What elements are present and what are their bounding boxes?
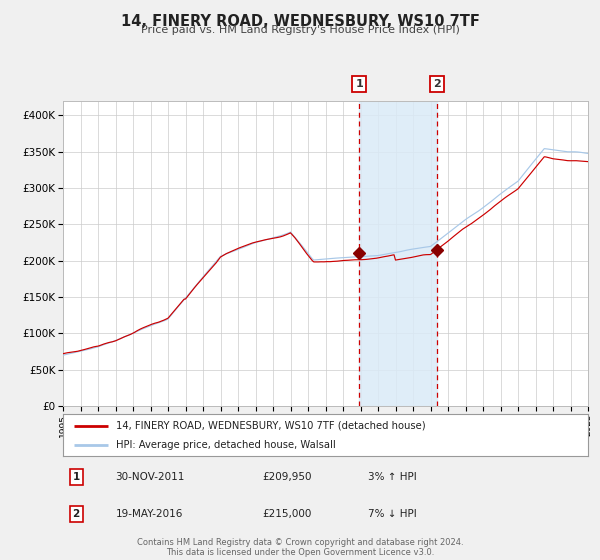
Text: 3% ↑ HPI: 3% ↑ HPI	[367, 472, 416, 482]
Text: £215,000: £215,000	[263, 509, 312, 519]
Text: 1: 1	[73, 472, 80, 482]
Text: HPI: Average price, detached house, Walsall: HPI: Average price, detached house, Wals…	[115, 440, 335, 450]
Text: 2: 2	[73, 509, 80, 519]
Text: 19-MAY-2016: 19-MAY-2016	[115, 509, 183, 519]
Text: £209,950: £209,950	[263, 472, 312, 482]
Bar	[359, 101, 437, 406]
Text: 7% ↓ HPI: 7% ↓ HPI	[367, 509, 416, 519]
Text: 14, FINERY ROAD, WEDNESBURY, WS10 7TF (detached house): 14, FINERY ROAD, WEDNESBURY, WS10 7TF (d…	[115, 421, 425, 431]
Text: 30-NOV-2011: 30-NOV-2011	[115, 472, 185, 482]
Text: 2: 2	[433, 79, 441, 89]
Text: 1: 1	[355, 79, 363, 89]
Text: 14, FINERY ROAD, WEDNESBURY, WS10 7TF: 14, FINERY ROAD, WEDNESBURY, WS10 7TF	[121, 14, 479, 29]
Text: This data is licensed under the Open Government Licence v3.0.: This data is licensed under the Open Gov…	[166, 548, 434, 557]
Text: Contains HM Land Registry data © Crown copyright and database right 2024.: Contains HM Land Registry data © Crown c…	[137, 538, 463, 547]
Text: Price paid vs. HM Land Registry's House Price Index (HPI): Price paid vs. HM Land Registry's House …	[140, 25, 460, 35]
